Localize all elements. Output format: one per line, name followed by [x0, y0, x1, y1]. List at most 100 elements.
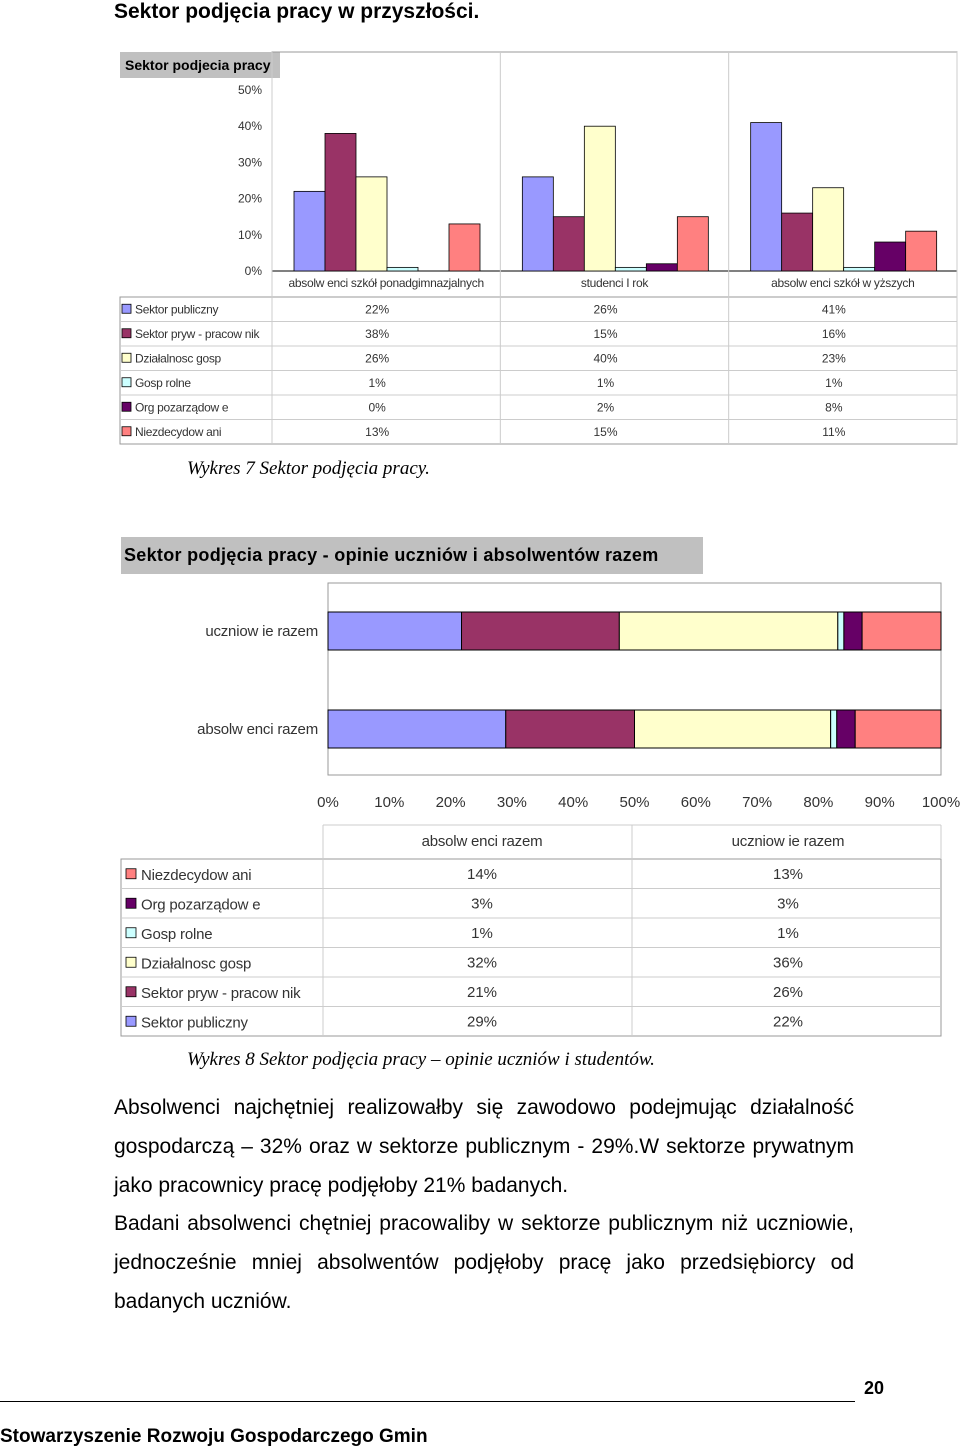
chart1-legend-label: Sektor publiczny	[135, 302, 219, 316]
chart2-xtick-label: 50%	[619, 794, 649, 811]
chart2-xtick-label: 90%	[865, 794, 895, 811]
chart2-data-label: 22%	[773, 1013, 803, 1030]
chart1-data-label: 8%	[825, 400, 843, 414]
chart1-legend-label: Org pozarządow e	[135, 400, 229, 414]
chart1-ytick-label: 10%	[238, 228, 262, 242]
chart2-legend-swatch	[125, 956, 137, 968]
chart2-bar-segment	[505, 709, 635, 749]
chart1-data-label: 15%	[593, 425, 617, 439]
chart2-xtick-label: 60%	[681, 794, 711, 811]
chart1-legend-swatch	[121, 377, 132, 388]
chart1-bar	[552, 216, 585, 272]
section-heading: Sektor podjęcia pracy w przyszłości.	[114, 0, 480, 23]
chart2-bar-segment	[634, 709, 832, 749]
chart2-table-header: absolw enci razem	[422, 833, 543, 850]
chart1-data-label: 40%	[593, 351, 617, 365]
chart2-bar-segment	[861, 611, 942, 651]
chart2-legend-swatch	[125, 1015, 137, 1027]
chart2-data-label: 26%	[773, 984, 803, 1001]
chart2-legend-label: Org pozarządow e	[141, 896, 260, 913]
chart2-table-header: uczniow ie razem	[732, 833, 845, 850]
chart2-data-label: 1%	[471, 925, 493, 942]
chart2-legend-label: Działalnosc gosp	[141, 955, 251, 972]
chart1-data-label: 15%	[593, 327, 617, 341]
chart1-legend-label: Działalnosc gosp	[135, 351, 222, 365]
chart1-data-label: 1%	[825, 376, 843, 390]
chart2-legend-label: Niezdecydow ani	[141, 867, 251, 884]
chart1-data-label: 16%	[822, 327, 846, 341]
chart1-data-label: 1%	[368, 376, 386, 390]
chart1-ytick-label: 30%	[238, 155, 262, 169]
chart2-xtick-label: 100%	[922, 794, 960, 811]
chart2-data-label: 14%	[467, 866, 497, 883]
chart2-data-label: 32%	[467, 954, 497, 971]
chart1-data-label: 11%	[822, 425, 845, 439]
chart1-data-label: 13%	[365, 425, 389, 439]
chart1-bar	[781, 212, 814, 272]
chart1-title: Sektor podjecia pracy	[120, 52, 280, 78]
chart2-xtick-label: 80%	[803, 794, 833, 811]
chart2-bar-segment	[837, 611, 845, 651]
chart2-xtick-label: 10%	[374, 794, 404, 811]
chart2-data-label: 3%	[471, 895, 493, 912]
chart2-xtick-label: 40%	[558, 794, 588, 811]
chart2: uczniow ie razem absolw enci razem 0% 10% 20…	[120, 582, 960, 1037]
chart2-legend-label: Gosp rolne	[141, 926, 212, 943]
chart1-bar	[874, 241, 907, 272]
chart1-data-label: 38%	[365, 327, 389, 341]
chart1-bar	[812, 187, 845, 272]
chart1-category-label: studenci I rok	[581, 276, 649, 290]
chart1-category-label: absolw enci szkół w yższych	[771, 276, 914, 290]
chart1-bar	[521, 176, 554, 272]
chart2-data-label: 36%	[773, 954, 803, 971]
chart2-caption: Wykres 8 Sektor podjęcia pracy – opinie …	[187, 1049, 655, 1070]
chart2-legend-label: Sektor pryw - pracow nik	[141, 985, 301, 1002]
chart2-bar-segment	[854, 709, 942, 749]
paragraph-1: Absolwenci najchętniej realizowałby się …	[114, 1096, 854, 1197]
chart2-plot-area	[327, 582, 942, 776]
chart1-ytick-label: 50%	[238, 83, 262, 97]
chart1: 0% 10% 20% 30% 40% 50% absolw enci szkół ponad…	[119, 51, 958, 445]
chart1-ytick-label: 20%	[238, 192, 262, 206]
chart1-bar	[324, 133, 357, 272]
chart2-title: Sektor podjęcia pracy - opinie uczniów i…	[121, 537, 703, 574]
chart1-data-label: 1%	[597, 376, 615, 390]
footer-rule	[0, 1401, 855, 1402]
chart1-bar	[676, 216, 709, 272]
chart1-data-label: 23%	[822, 351, 846, 365]
chart2-bar-segment	[461, 611, 620, 651]
chart2-category-label: uczniow ie razem	[205, 623, 318, 640]
chart2-xtick-label: 30%	[497, 794, 527, 811]
chart1-legend-swatch	[121, 352, 132, 363]
chart2-legend-label: Sektor publiczny	[141, 1014, 249, 1031]
chart2-bar-segment	[327, 709, 507, 749]
chart2-legend-swatch	[125, 868, 137, 880]
chart1-ytick-label: 40%	[238, 119, 262, 133]
chart1-legend-label: Gosp rolne	[135, 376, 191, 390]
chart1-bar	[583, 125, 616, 272]
chart1-legend-swatch	[121, 426, 132, 437]
chart1-data-label: 2%	[597, 400, 615, 414]
chart1-legend-swatch	[121, 328, 132, 339]
chart1-data-label: 41%	[822, 302, 846, 316]
chart2-category-label: absolw enci razem	[197, 721, 318, 738]
chart1-legend-label: Niezdecydow ani	[135, 425, 221, 439]
chart2-bar-segment	[843, 611, 863, 651]
chart1-data-label: 0%	[368, 400, 386, 414]
chart2-data-label: 3%	[777, 895, 799, 912]
chart2-bar-segment	[327, 611, 463, 651]
chart1-bar	[293, 190, 326, 272]
chart2-bar-segment	[618, 611, 839, 651]
chart2-xtick-label: 20%	[436, 794, 466, 811]
paragraph-2: Badani absolwenci chętniej pracowaliby w…	[114, 1212, 854, 1313]
chart1-legend-swatch	[121, 401, 132, 412]
chart1-data-label: 26%	[365, 351, 389, 365]
chart2-data-label: 1%	[777, 925, 799, 942]
chart1-data-label: 26%	[593, 302, 617, 316]
chart1-caption: Wykres 7 Sektor podjęcia pracy.	[187, 458, 430, 479]
chart2-bar-segment	[830, 709, 838, 749]
chart1-bar	[750, 122, 783, 272]
chart2-legend-swatch	[125, 897, 137, 909]
chart1-legend-swatch	[121, 303, 132, 314]
chart1-bar	[355, 176, 388, 272]
